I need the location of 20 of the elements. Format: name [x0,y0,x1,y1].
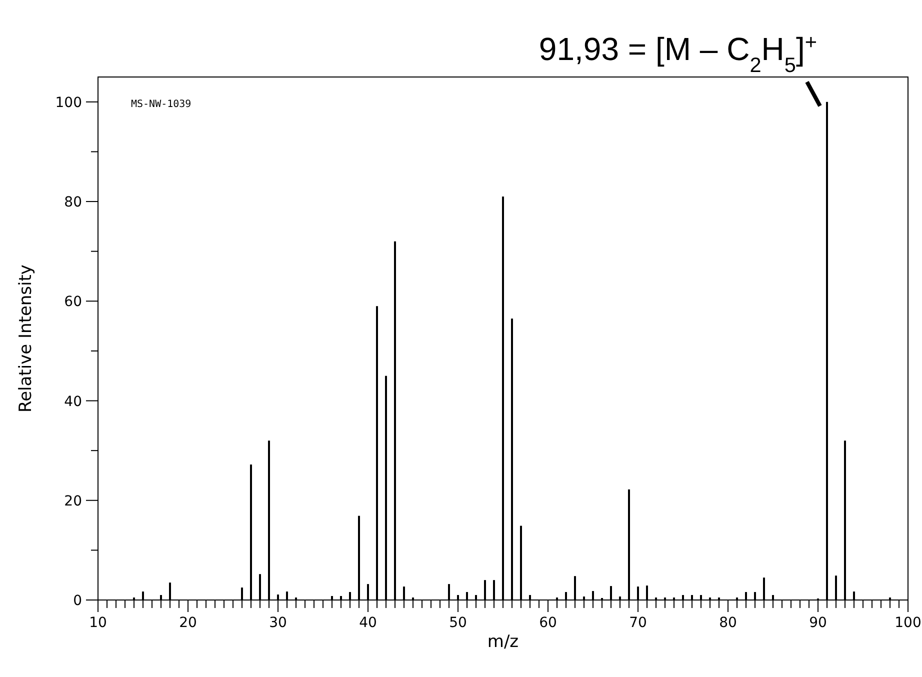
annotation: 91,93 = [M – C$_{2}$H$_{5}$]$^{+}$ [538,30,817,76]
x-tick-label: 70 [629,615,647,631]
y-tick-label: 20 [64,493,82,510]
x-tick-label: 90 [809,615,827,631]
x-tick-label: 50 [449,615,467,631]
x-tick-label: 100 [894,615,922,631]
x-axis-title: m/z [487,632,519,652]
x-tick-label: 40 [359,615,377,631]
annotation: MS-NW-1039 [131,99,192,110]
x-tick-label: 30 [269,615,287,631]
y-tick-label: 0 [73,593,82,609]
y-axis-title: Relative Intensity [16,264,36,412]
y-tick-label: 100 [55,94,82,111]
y-tick-label: 60 [64,294,82,310]
x-tick-label: 10 [89,615,107,631]
y-tick-label: 80 [64,194,82,211]
x-tick-label: 20 [179,615,197,631]
x-tick-label: 80 [719,615,737,631]
x-tick-label: 60 [539,615,557,631]
y-tick-label: 40 [64,394,82,410]
